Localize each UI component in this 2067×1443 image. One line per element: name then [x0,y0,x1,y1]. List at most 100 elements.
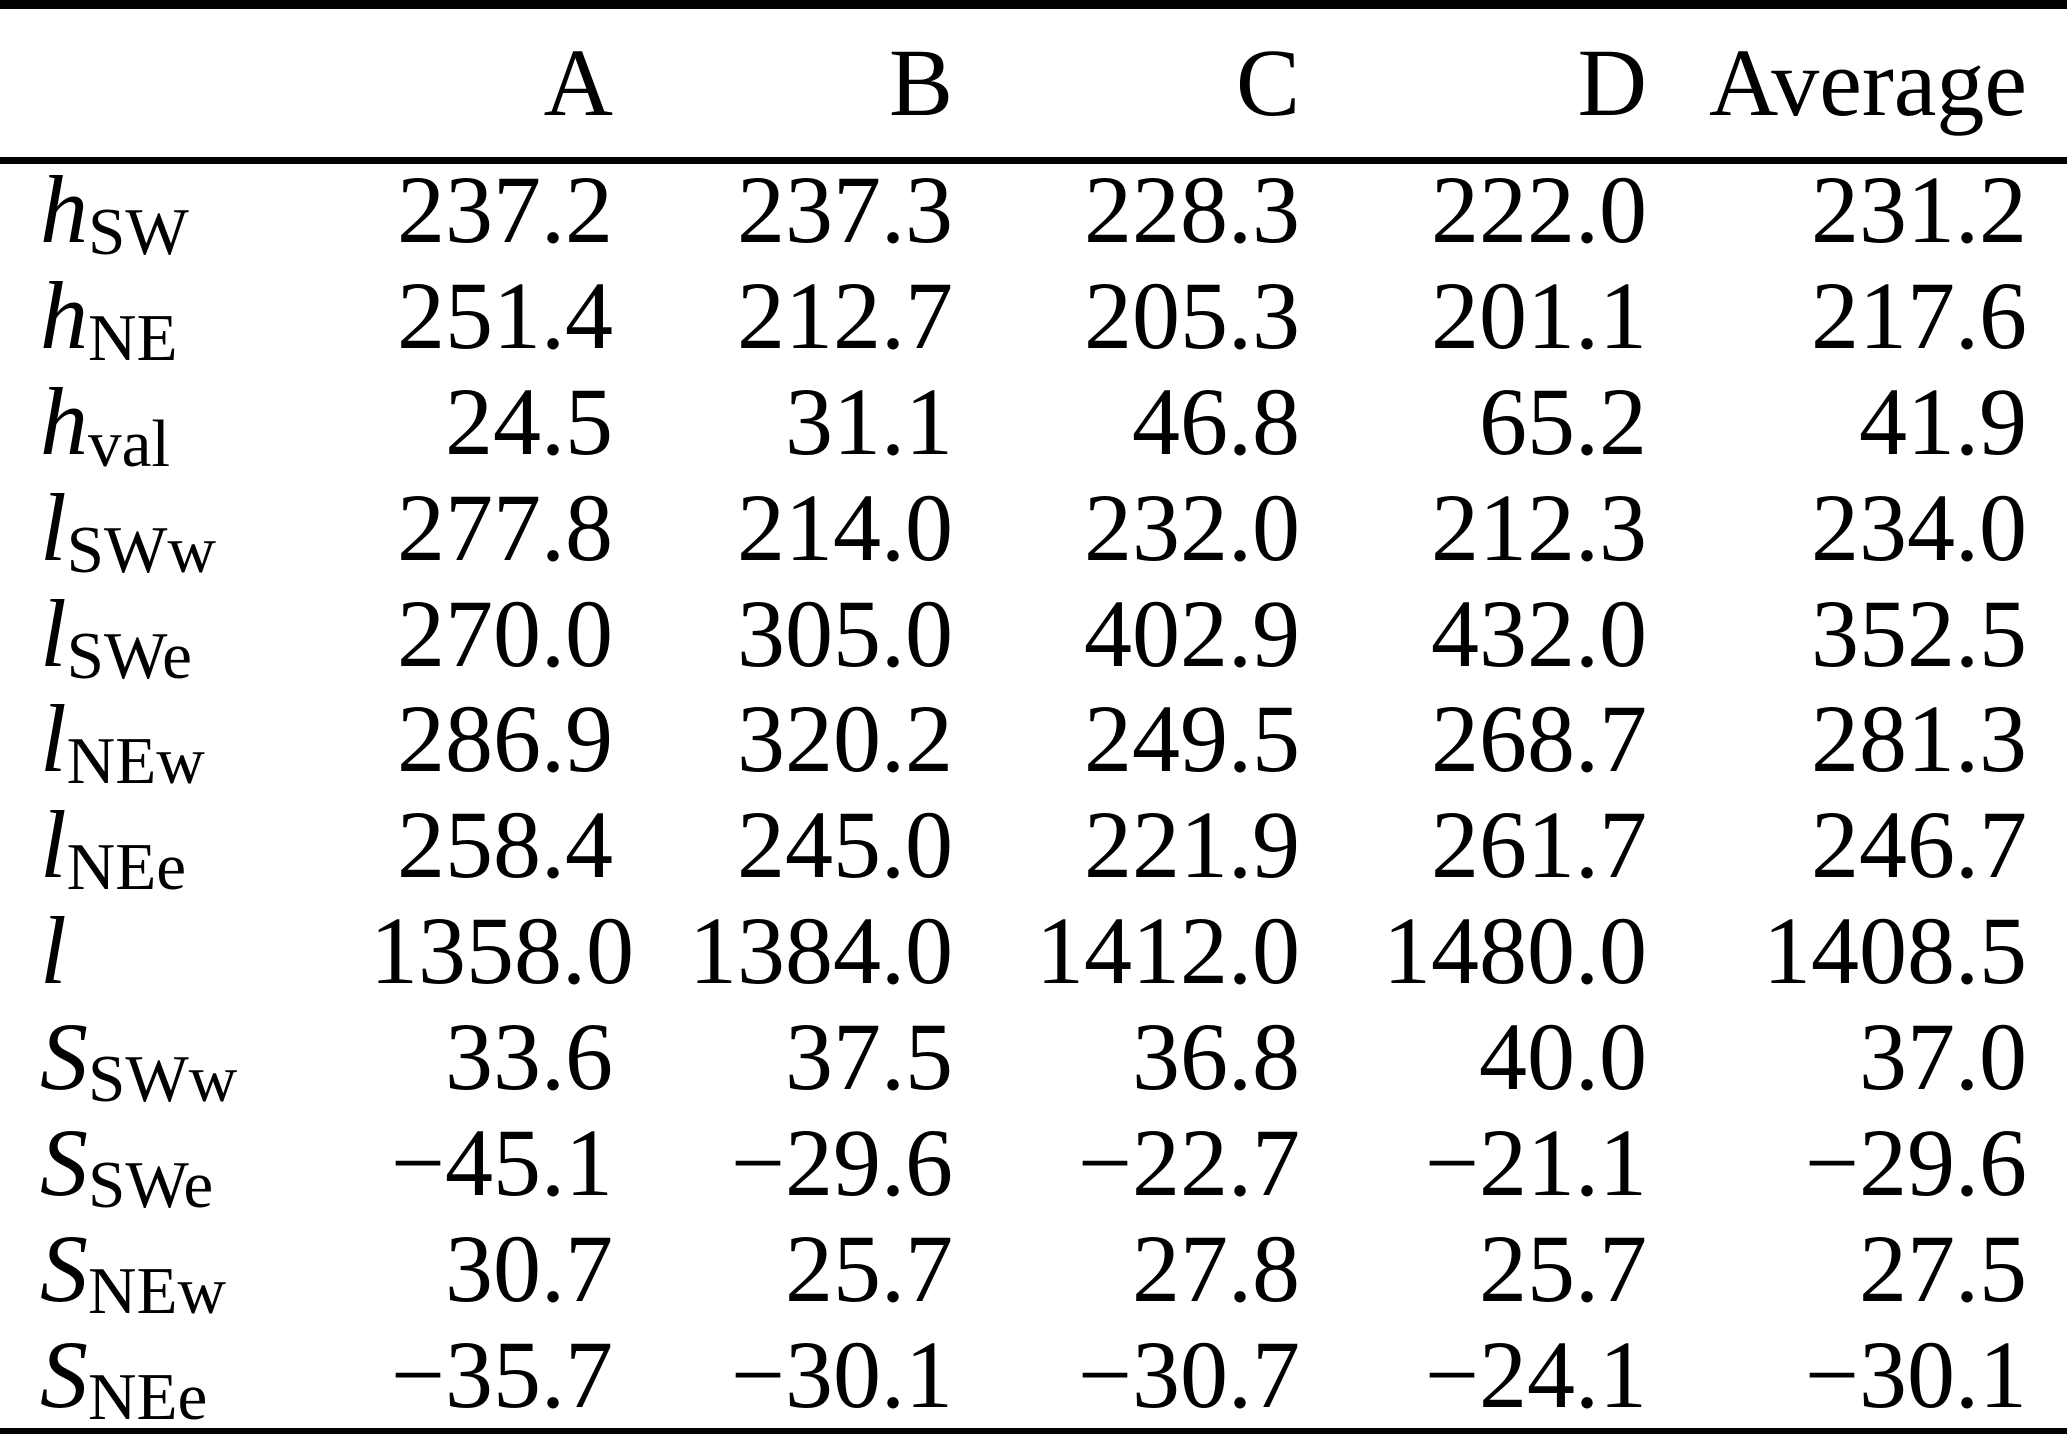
row-variable: l [40,685,67,793]
row-label: lSWe [40,579,370,689]
value-cell: −29.6 [730,1108,953,1216]
row-label: SSWw [40,1004,370,1113]
value-cell: 205.3 [1084,261,1300,369]
value-cell: 249.5 [1084,685,1300,793]
value-cell: 277.8 [397,473,613,581]
row-variable-subscript: SWw [88,1041,238,1117]
value-cell: 41.9 [1859,367,2027,475]
value-cell: 232.0 [1084,473,1300,581]
value-cell: 214.0 [737,473,953,581]
table-row: hSW 237.2 237.3 228.3 222.0 231.2 [40,155,2027,265]
value-cell: 320.2 [737,685,953,793]
table-row: SNEe −35.7 −30.1 −30.7 −24.1 −30.1 [40,1320,2027,1430]
value-cell: 201.1 [1431,261,1647,369]
row-variable: h [40,155,88,263]
row-variable-subscript: NEw [66,723,205,799]
value-cell: 212.7 [737,261,953,369]
value-cell: 37.0 [1859,1003,2027,1111]
value-cell: 217.6 [1811,261,2027,369]
row-variable: S [40,1214,88,1322]
value-cell: 237.2 [397,155,613,263]
value-cell: −30.1 [730,1320,953,1428]
header-col-d: D [1577,29,1647,136]
row-variable-subscript: NE [88,299,178,375]
row-variable-subscript: SW [88,194,189,270]
value-cell: 40.0 [1479,1003,1647,1111]
table-row: lSWw 277.8 214.0 232.0 212.3 234.0 [40,473,2027,583]
row-variable: l [40,579,67,687]
value-cell: 245.0 [737,791,953,899]
value-cell: 251.4 [397,261,613,369]
value-cell: 25.7 [1479,1214,1647,1322]
value-cell: 46.8 [1132,367,1300,475]
row-variable-subscript: NEe [66,829,187,905]
value-cell: 27.8 [1132,1214,1300,1322]
row-label: lSWw [40,473,370,583]
value-cell: 25.7 [785,1214,953,1322]
value-cell: 65.2 [1479,367,1647,475]
row-variable-subscript: NEw [88,1252,227,1328]
table-header: A B C D Average [40,9,2027,157]
row-variable: l [40,897,67,1005]
value-cell: 268.7 [1431,685,1647,793]
value-cell: −29.6 [1804,1108,2027,1216]
table-row: SNEw 30.7 25.7 27.8 25.7 27.5 [40,1214,2027,1324]
header-col-c: C [1235,29,1300,136]
value-cell: 31.1 [785,367,953,475]
value-cell: 246.7 [1811,791,2027,899]
row-label: SNEe [40,1320,370,1430]
table-row: SSWe −45.1 −29.6 −22.7 −21.1 −29.6 [40,1108,2027,1218]
value-cell: 33.6 [445,1003,613,1111]
header-col-b: B [888,29,953,136]
value-cell: 1408.5 [1763,897,2027,1005]
value-cell: 261.7 [1431,791,1647,899]
table-row: hNE 251.4 212.7 205.3 201.1 217.6 [40,261,2027,371]
value-cell: 270.0 [397,579,613,687]
row-variable: l [40,473,67,581]
value-cell: 258.4 [397,791,613,899]
table-row: hval 24.5 31.1 46.8 65.2 41.9 [40,367,2027,477]
value-cell: 1412.0 [1036,897,1300,1005]
row-variable-subscript: val [88,405,171,481]
value-cell: −35.7 [390,1320,613,1428]
row-variable-subscript: SWw [66,511,216,587]
row-variable: l [40,791,67,899]
table-top-rule [0,0,2067,9]
value-cell: 281.3 [1811,685,2027,793]
value-cell: −24.1 [1424,1320,1647,1428]
table-row: lSWe 270.0 305.0 402.9 432.0 352.5 [40,579,2027,689]
value-cell: 27.5 [1859,1214,2027,1322]
value-cell: −30.7 [1077,1320,1300,1428]
row-variable-subscript: NEe [88,1358,208,1434]
value-cell: −21.1 [1424,1108,1647,1216]
row-label: hSW [40,155,370,265]
header-empty-cell [40,9,370,157]
row-variable: h [40,261,88,369]
row-label: lNEw [40,685,370,795]
value-cell: 402.9 [1084,579,1300,687]
row-variable: S [40,1108,88,1216]
value-cell: 1384.0 [689,897,953,1005]
value-cell: 231.2 [1811,155,2027,263]
value-cell: 212.3 [1431,473,1647,581]
table-row: lNEw 286.9 320.2 249.5 268.7 281.3 [40,685,2027,795]
value-cell: 37.5 [785,1003,953,1111]
value-cell: −22.7 [1077,1108,1300,1216]
table-row: l 1358.0 1384.0 1412.0 1480.0 1408.5 [40,898,2027,1004]
value-cell: −45.1 [390,1108,613,1216]
row-label: SSWe [40,1108,370,1218]
row-label: hval [40,367,370,477]
row-variable-subscript: SWe [66,617,192,693]
header-col-average: Average [1709,29,2027,136]
value-cell: 432.0 [1431,579,1647,687]
value-cell: 237.3 [737,155,953,263]
table-header-rule [0,157,2067,164]
value-cell: 305.0 [737,579,953,687]
row-variable: h [40,367,88,475]
row-variable: S [40,1320,88,1428]
row-variable-subscript: SWe [88,1147,214,1223]
header-row: A B C D Average [40,9,2027,157]
value-cell: 228.3 [1084,155,1300,263]
value-cell: 24.5 [445,367,613,475]
